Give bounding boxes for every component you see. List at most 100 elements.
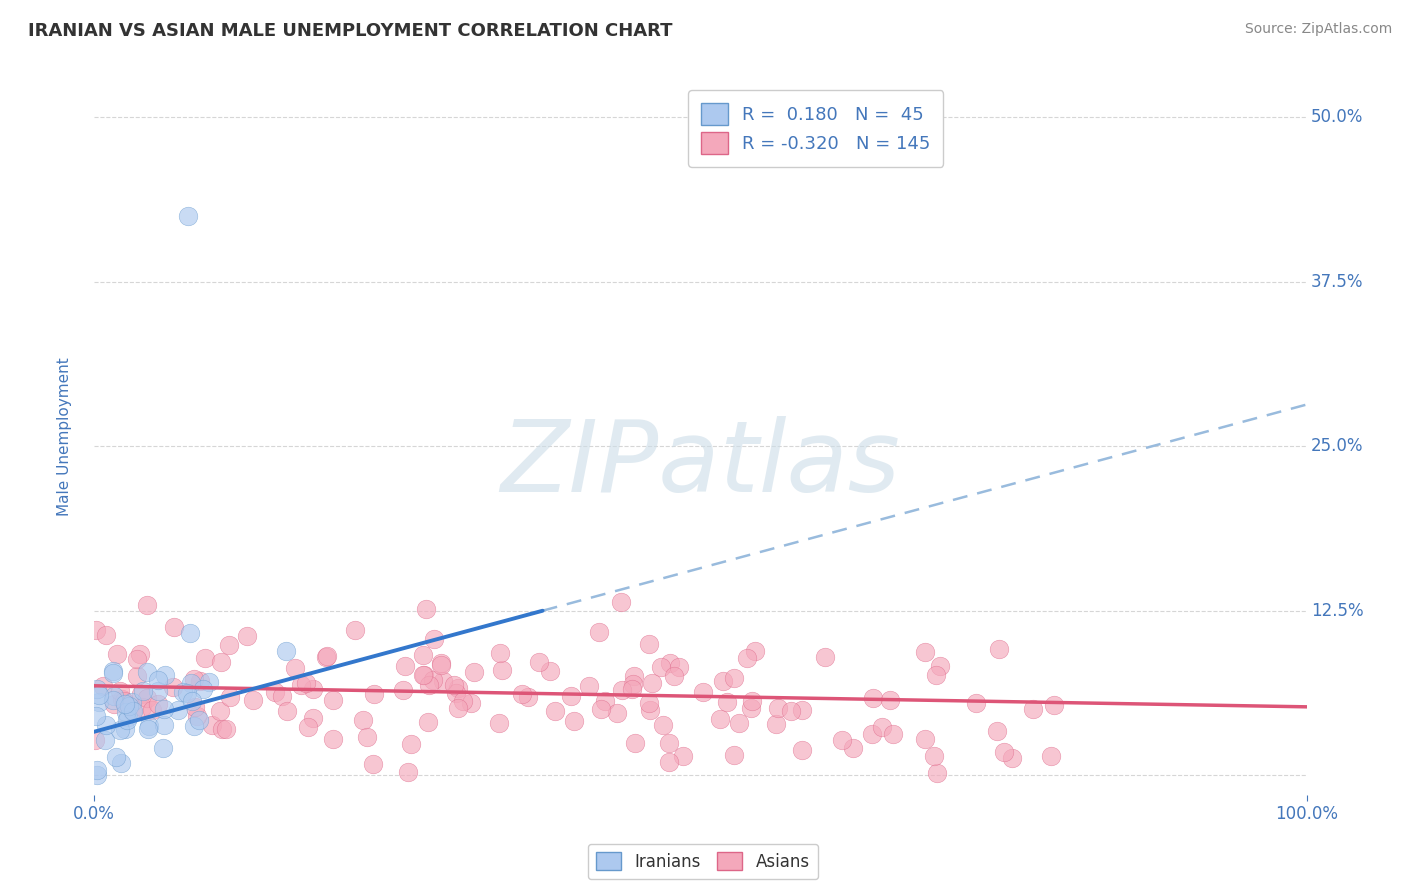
Point xyxy=(651,718,673,732)
Point xyxy=(728,715,751,730)
Point xyxy=(146,697,169,711)
Point xyxy=(114,723,136,737)
Point xyxy=(870,720,893,734)
Point xyxy=(412,667,434,681)
Point xyxy=(284,661,307,675)
Point xyxy=(138,719,160,733)
Point xyxy=(179,625,201,640)
Point xyxy=(1039,749,1062,764)
Point xyxy=(723,747,745,762)
Point xyxy=(103,697,125,711)
Point xyxy=(163,620,186,634)
Point xyxy=(418,678,440,692)
Point xyxy=(716,695,738,709)
Point xyxy=(297,720,319,734)
Point xyxy=(488,715,510,730)
Point xyxy=(544,704,567,718)
Point xyxy=(264,685,287,699)
Point xyxy=(153,702,176,716)
Point xyxy=(108,723,131,737)
Point xyxy=(131,700,153,714)
Point xyxy=(125,652,148,666)
Point xyxy=(122,704,145,718)
Point xyxy=(153,718,176,732)
Point xyxy=(172,685,194,699)
Point xyxy=(276,704,298,718)
Point xyxy=(623,669,645,683)
Point xyxy=(94,732,117,747)
Point xyxy=(322,732,344,747)
Point xyxy=(451,694,474,708)
Point xyxy=(183,719,205,733)
Point xyxy=(443,678,465,692)
Point xyxy=(491,663,513,677)
Point xyxy=(152,741,174,756)
Point xyxy=(125,669,148,683)
Point xyxy=(96,628,118,642)
Point xyxy=(672,749,695,764)
Point xyxy=(914,644,936,658)
Point xyxy=(882,727,904,741)
Point xyxy=(215,723,238,737)
Point xyxy=(181,694,204,708)
Point xyxy=(274,644,297,658)
Point xyxy=(925,765,948,780)
Point xyxy=(412,648,434,662)
Point xyxy=(115,713,138,727)
Legend: R =  0.180   N =  45, R = -0.320   N = 145: R = 0.180 N = 45, R = -0.320 N = 145 xyxy=(688,90,943,167)
Point xyxy=(765,716,787,731)
Point xyxy=(91,679,114,693)
Point xyxy=(218,638,240,652)
Point xyxy=(463,665,485,680)
Point xyxy=(595,694,617,708)
Point xyxy=(792,703,814,717)
Text: 37.5%: 37.5% xyxy=(1310,273,1364,291)
Point xyxy=(294,676,316,690)
Point xyxy=(641,676,664,690)
Point xyxy=(987,641,1010,656)
Point xyxy=(394,658,416,673)
Point xyxy=(792,743,814,757)
Point xyxy=(129,647,152,661)
Point xyxy=(711,673,734,688)
Point xyxy=(986,724,1008,739)
Point xyxy=(446,686,468,700)
Point xyxy=(737,651,759,665)
Point xyxy=(662,669,685,683)
Point xyxy=(914,731,936,746)
Legend: Iranians, Asians: Iranians, Asians xyxy=(588,844,818,880)
Point xyxy=(83,732,105,747)
Point xyxy=(103,665,125,680)
Point xyxy=(589,702,612,716)
Point xyxy=(1043,698,1066,713)
Point xyxy=(401,737,423,751)
Point xyxy=(709,712,731,726)
Point xyxy=(430,657,453,672)
Point xyxy=(101,692,124,706)
Point xyxy=(638,696,661,710)
Point xyxy=(322,693,344,707)
Point xyxy=(105,647,128,661)
Point xyxy=(86,681,108,696)
Point xyxy=(447,701,470,715)
Point xyxy=(136,722,159,736)
Point xyxy=(560,689,582,703)
Point xyxy=(538,664,561,678)
Point xyxy=(606,706,628,720)
Point xyxy=(391,682,413,697)
Point xyxy=(588,625,610,640)
Point xyxy=(132,684,155,698)
Point xyxy=(136,690,159,705)
Point xyxy=(211,722,233,736)
Point xyxy=(356,731,378,745)
Point xyxy=(361,757,384,772)
Point xyxy=(659,656,682,670)
Point xyxy=(136,665,159,680)
Point xyxy=(180,676,202,690)
Point xyxy=(831,732,853,747)
Point xyxy=(744,643,766,657)
Text: 12.5%: 12.5% xyxy=(1310,602,1364,620)
Text: IRANIAN VS ASIAN MALE UNEMPLOYMENT CORRELATION CHART: IRANIAN VS ASIAN MALE UNEMPLOYMENT CORRE… xyxy=(28,22,672,40)
Point xyxy=(1001,751,1024,765)
Text: 50.0%: 50.0% xyxy=(1310,108,1362,126)
